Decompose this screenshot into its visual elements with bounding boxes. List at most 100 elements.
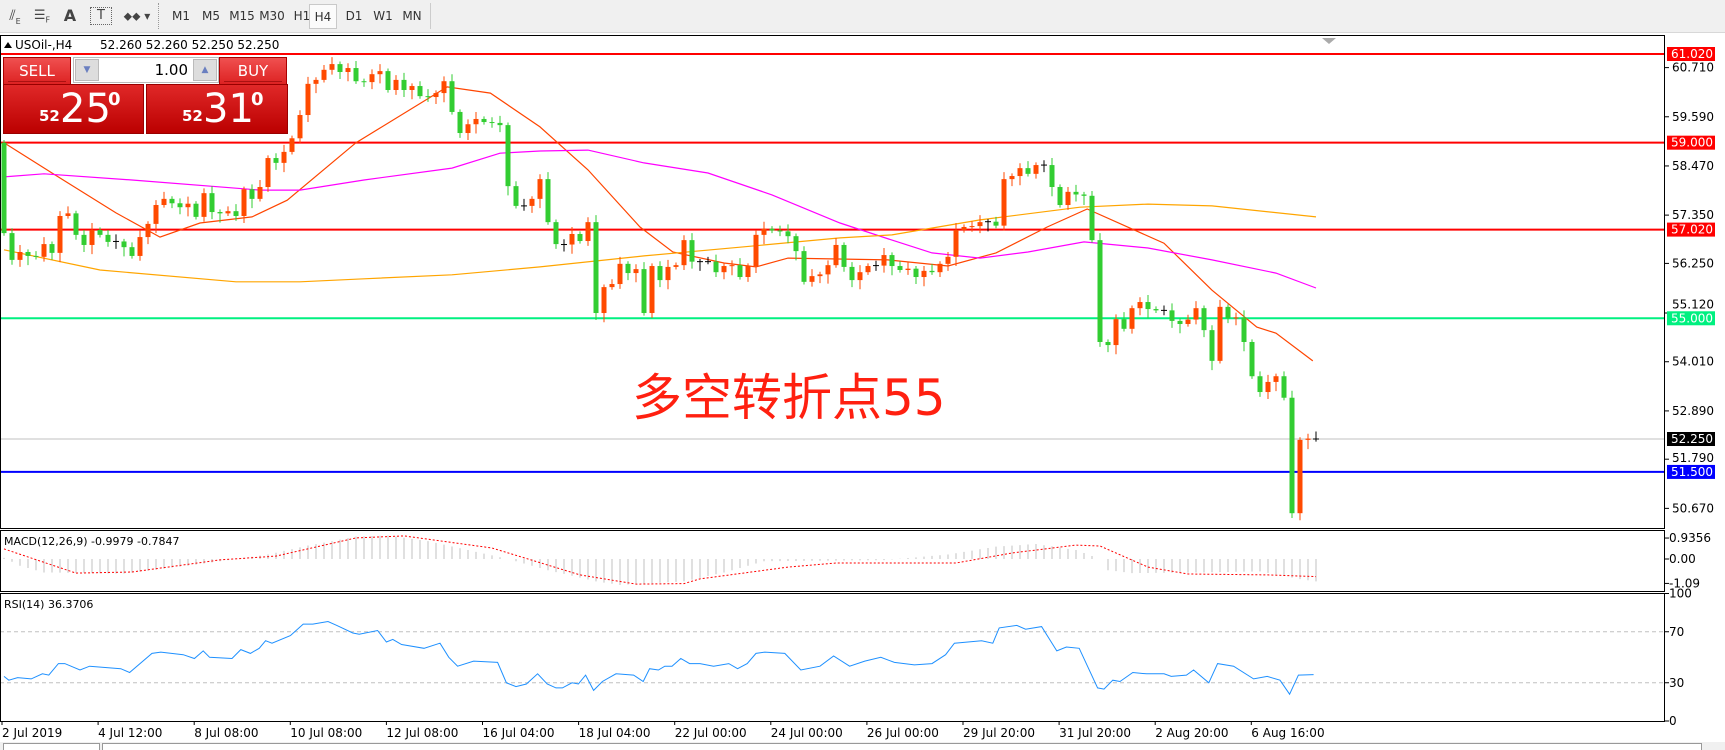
candle [1313,431,1319,442]
buy-button[interactable]: BUY [219,57,287,85]
candle [377,64,383,84]
sell-price-box[interactable]: 52 25 0 [3,84,144,134]
candle [217,209,223,223]
chart-background [0,33,1725,750]
candle [177,198,183,215]
candle-body [185,203,191,208]
sell-button[interactable]: SELL [3,57,71,85]
price-tag [1667,432,1715,447]
candle-body [1025,168,1031,174]
candle [1185,314,1191,327]
price-tag-label: 52.250 [1671,432,1713,446]
candle [977,215,983,234]
candle [521,198,527,211]
price-tag [1667,222,1715,237]
candle [449,74,455,115]
elliott-wave-icon[interactable]: ⫽E [9,8,21,26]
candle-body [1009,176,1015,180]
candle-body [257,187,263,199]
candle-body [105,234,111,242]
candle [609,279,615,290]
candle [849,262,855,288]
candle-body [289,138,295,152]
candle-body [833,244,839,266]
horizontal-scrollbar[interactable] [102,743,1702,750]
sell-price-sup: 0 [108,89,121,110]
candle-body [585,222,591,242]
price-tag [1667,47,1715,61]
rsi-axis-label: 0 [1669,714,1677,728]
candle [345,63,351,82]
timeframe-h4[interactable]: H4 [309,4,337,29]
candle [361,78,367,87]
candle [425,89,431,102]
candle [1145,295,1151,319]
price-tag-label: 55.000 [1671,311,1713,325]
rsi-axis-label: 70 [1669,625,1684,639]
candle-body [313,79,319,84]
candle-body [649,266,655,314]
timeframe-m15[interactable]: M15 [229,9,255,23]
candle [793,233,799,261]
candle-body [217,212,223,214]
candle [761,221,767,245]
candle-body [625,263,631,274]
lot-decrease-icon[interactable]: ▼ [75,59,99,81]
chart-tab[interactable] [3,743,100,750]
candle [1225,304,1231,324]
candle [953,223,959,267]
candle-body [233,211,239,216]
timeframe-h1[interactable]: H1 [293,9,311,23]
candle-body [1177,320,1183,324]
text-icon[interactable]: A [63,6,77,25]
candle [473,111,479,134]
candle [401,72,407,98]
candle [89,223,95,255]
candle-body [161,198,167,206]
chart-window[interactable]: MACD(12,26,9) -0.9979 -0.7847 RSI(14) 36… [0,33,1725,750]
candle [1233,312,1239,326]
toolbar: ⫽E ☰F A T ⬥⬥ ▾ M1 M5 M15 M30 H1 H4 D1 W1… [0,0,1725,33]
lot-increase-icon[interactable]: ▲ [193,59,217,81]
candle [17,244,23,267]
text-label-icon[interactable]: T [90,7,112,25]
candle [897,261,903,273]
candle [81,230,87,252]
candle [1065,187,1071,210]
candle-body [137,237,143,256]
candle-body [1129,308,1135,329]
candle [353,61,359,84]
buy-price-box[interactable]: 52 31 0 [146,84,288,134]
lot-size-input[interactable]: ▼ 1.00 ▲ [73,57,219,83]
timeframe-d1[interactable]: D1 [345,9,363,23]
candle-body [145,223,151,238]
timeframe-m1[interactable]: M1 [172,9,190,23]
arrows-icon[interactable]: ⬥⬥ ▾ [123,9,151,23]
candle-body [1081,194,1087,196]
candle-body [577,233,583,242]
price-axis-label: 57.350 [1672,208,1714,222]
candle [785,224,791,244]
timeframe-w1[interactable]: W1 [373,9,393,23]
timeframe-m30[interactable]: M30 [259,9,285,23]
timeframe-m5[interactable]: M5 [202,9,220,23]
bottom-bar [0,742,1725,750]
one-click-trading-panel: SELL ▼ 1.00 ▲ BUY 52 25 0 52 31 0 [3,57,289,135]
candle [129,242,135,259]
time-axis-label: 2 Jul 2019 [2,726,62,740]
timeframe-mn[interactable]: MN [402,9,422,23]
candle-body [1249,341,1255,377]
fibonacci-icon[interactable]: ☰F [33,8,51,25]
candle [777,225,783,237]
candle-body [1033,165,1039,174]
candle-body [945,256,951,264]
macd-panel-frame [0,530,1665,592]
candle [1273,373,1279,392]
candle [41,237,47,262]
candle-body [305,83,311,116]
candle-body [1073,191,1079,195]
lot-value[interactable]: 1.00 [154,61,188,79]
candle-body [785,231,791,237]
candle [1041,160,1047,173]
price-tag [1667,464,1715,479]
